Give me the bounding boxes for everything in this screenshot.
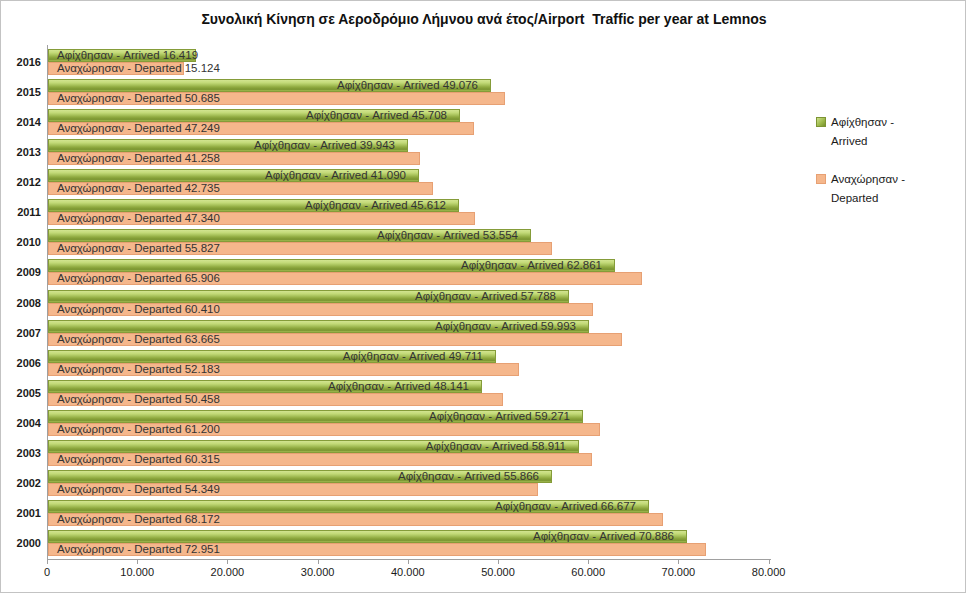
- bar-label-arrived: Αφίχθησαν - Arrived 66.677: [48, 500, 636, 513]
- bar-label-departed: Αναχώρησαν - Departed 63.665: [57, 333, 220, 346]
- legend-swatch-departed-icon: [816, 174, 826, 184]
- bar-label-departed: Αναχώρησαν - Departed 50.458: [57, 393, 220, 406]
- bar-label-departed: Αναχώρησαν - Departed 54.349: [57, 483, 220, 496]
- bar-label-arrived: Αφίχθησαν - Arrived 41.090: [48, 169, 406, 182]
- bar-label-arrived: Αφίχθησαν - Arrived 57.788: [48, 290, 556, 303]
- x-axis-tick-label: 60.000: [558, 566, 618, 578]
- legend-entry[interactable]: Αφίχθησαν - Arrived: [816, 113, 926, 151]
- year-label: 2009: [1, 265, 41, 279]
- chart-title: Συνολική Κίνηση σε Αεροδρόμιο Λήμνου ανά…: [1, 11, 966, 27]
- bar-label-arrived: Αφίχθησαν - Arrived 53.554: [48, 229, 518, 242]
- x-axis-tick-label: 80.000: [739, 566, 799, 578]
- year-label: 2002: [1, 476, 41, 490]
- year-label: 2012: [1, 175, 41, 189]
- legend-swatch-arrived-icon: [816, 117, 826, 127]
- bar-label-departed: Αναχώρησαν - Departed 65.906: [57, 272, 220, 285]
- bar-label-departed: Αναχώρησαν - Departed 50.685: [57, 92, 220, 105]
- bar-label-departed: Αναχώρησαν - Departed 47.340: [57, 212, 220, 225]
- bar-label-arrived: Αφίχθησαν - Arrived 49.076: [48, 79, 478, 92]
- x-axis-tick-label: 30.000: [288, 566, 348, 578]
- bar-label-arrived: Αφίχθησαν - Arrived 39.943: [48, 139, 395, 152]
- bar-label-departed: Αναχώρησαν - Departed 52.183: [57, 363, 220, 376]
- year-label: 2013: [1, 145, 41, 159]
- legend-entry[interactable]: Αναχώρησαν - Departed: [816, 170, 926, 208]
- x-axis-tick-label: 40.000: [378, 566, 438, 578]
- x-axis-line: [47, 559, 771, 560]
- bar-label-departed: Αναχώρησαν - Departed 41.258: [57, 152, 220, 165]
- legend-label: Αναχώρησαν - Departed: [831, 170, 926, 208]
- bar-label-departed: Αναχώρησαν - Departed 15.124: [57, 62, 220, 75]
- year-label: 2000: [1, 536, 41, 550]
- bar-label-arrived: Αφίχθησαν - Arrived 16.419: [57, 49, 198, 62]
- x-axis-tick: [408, 560, 409, 564]
- bar-label-arrived: Αφίχθησαν - Arrived 48.141: [48, 380, 469, 393]
- bar-label-arrived: Αφίχθησαν - Arrived 62.861: [48, 259, 602, 272]
- year-label: 2015: [1, 85, 41, 99]
- bar-label-departed: Αναχώρησαν - Departed 42.735: [57, 182, 220, 195]
- x-axis-tick: [47, 560, 48, 564]
- bar-label-departed: Αναχώρησαν - Departed 72.951: [57, 543, 220, 556]
- year-label: 2010: [1, 235, 41, 249]
- bar-label-arrived: Αφίχθησαν - Arrived 58.911: [48, 440, 566, 453]
- y-axis-line: [47, 45, 48, 559]
- bar-label-arrived: Αφίχθησαν - Arrived 45.612: [48, 199, 446, 212]
- x-axis-tick-label: 70.000: [648, 566, 708, 578]
- year-label: 2005: [1, 386, 41, 400]
- x-axis-tick: [678, 560, 679, 564]
- x-axis-tick: [498, 560, 499, 564]
- bar-label-arrived: Αφίχθησαν - Arrived 49.711: [48, 350, 483, 363]
- x-axis-tick: [227, 560, 228, 564]
- year-label: 2007: [1, 326, 41, 340]
- x-axis-tick-label: 0: [17, 566, 77, 578]
- year-label: 2004: [1, 416, 41, 430]
- x-axis-tick: [137, 560, 138, 564]
- x-axis-tick: [318, 560, 319, 564]
- year-label: 2003: [1, 446, 41, 460]
- bar-label-departed: Αναχώρησαν - Departed 68.172: [57, 513, 220, 526]
- year-label: 2001: [1, 506, 41, 520]
- year-label: 2011: [1, 205, 41, 219]
- legend-label: Αφίχθησαν - Arrived: [831, 113, 926, 151]
- year-label: 2014: [1, 115, 41, 129]
- bar-label-arrived: Αφίχθησαν - Arrived 45.708: [48, 109, 447, 122]
- x-axis-tick: [588, 560, 589, 564]
- chart-root: Συνολική Κίνηση σε Αεροδρόμιο Λήμνου ανά…: [0, 0, 966, 593]
- year-label: 2006: [1, 356, 41, 370]
- x-axis-tick-label: 50.000: [468, 566, 528, 578]
- bar-label-departed: Αναχώρησαν - Departed 60.315: [57, 453, 220, 466]
- bar-label-arrived: Αφίχθησαν - Arrived 59.993: [48, 320, 576, 333]
- year-label: 2016: [1, 55, 41, 69]
- bar-label-arrived: Αφίχθησαν - Arrived 70.886: [48, 530, 674, 543]
- bar-label-arrived: Αφίχθησαν - Arrived 59.271: [48, 410, 570, 423]
- bar-label-departed: Αναχώρησαν - Departed 55.827: [57, 242, 220, 255]
- bar-label-departed: Αναχώρησαν - Departed 61.200: [57, 423, 220, 436]
- bar-label-departed: Αναχώρησαν - Departed 60.410: [57, 303, 220, 316]
- x-axis-tick-label: 20.000: [197, 566, 257, 578]
- x-axis-tick: [769, 560, 770, 564]
- x-axis-tick-label: 10.000: [107, 566, 167, 578]
- bar-label-departed: Αναχώρησαν - Departed 47.249: [57, 122, 220, 135]
- bar-label-arrived: Αφίχθησαν - Arrived 55.866: [48, 470, 539, 483]
- year-label: 2008: [1, 296, 41, 310]
